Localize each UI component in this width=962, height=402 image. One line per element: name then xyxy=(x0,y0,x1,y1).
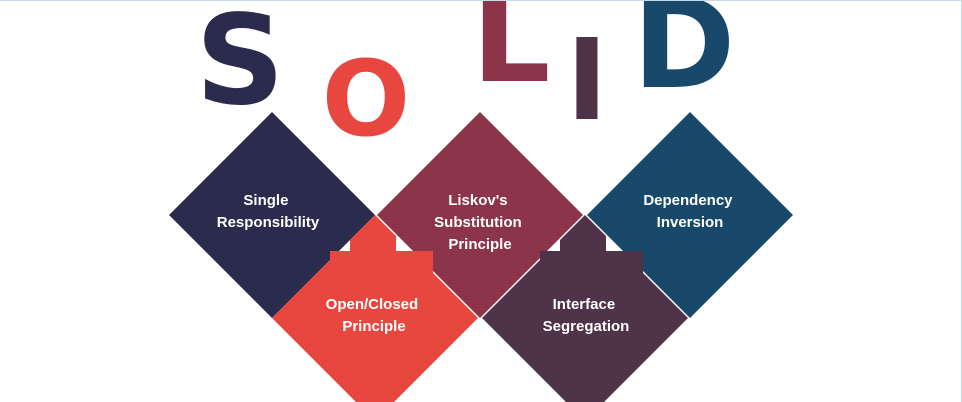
label-dependency-inversion: Dependency Inversion xyxy=(643,192,736,231)
title-letters: S O L I D xyxy=(195,1,735,160)
label-open-closed: Open/Closed Principle xyxy=(326,296,423,335)
diamond-interface-segregation xyxy=(482,215,688,402)
label-liskov-substitution: Liskov's Substitution Principle xyxy=(434,192,526,253)
letter-l: L xyxy=(471,1,550,111)
principle-diamonds xyxy=(169,112,793,402)
label-interface-line2: Segregation xyxy=(543,318,630,335)
label-single-line1: Single xyxy=(243,192,288,209)
label-open-closed-line1: Open/Closed xyxy=(326,296,419,313)
letter-d: D xyxy=(633,1,736,117)
label-dependency-line1: Dependency xyxy=(643,192,733,209)
label-liskov-line2: Substitution xyxy=(434,214,521,231)
label-dependency-line2: Inversion xyxy=(657,214,724,231)
label-liskov-line1: Liskov's xyxy=(448,192,507,209)
label-open-closed-line2: Principle xyxy=(342,318,405,335)
label-liskov-line3: Principle xyxy=(448,236,511,253)
label-single-line2: Responsibility xyxy=(217,214,320,231)
diamond-open-closed xyxy=(272,215,478,402)
label-interface-line1: Interface xyxy=(553,296,616,313)
principle-labels: Single Responsibility Liskov's Substitut… xyxy=(217,192,736,335)
label-single-responsibility: Single Responsibility xyxy=(217,192,320,231)
letter-i: I xyxy=(566,16,608,146)
letter-s: S xyxy=(195,1,284,133)
label-interface-segregation: Interface Segregation xyxy=(543,296,630,335)
letter-o: O xyxy=(322,38,410,160)
